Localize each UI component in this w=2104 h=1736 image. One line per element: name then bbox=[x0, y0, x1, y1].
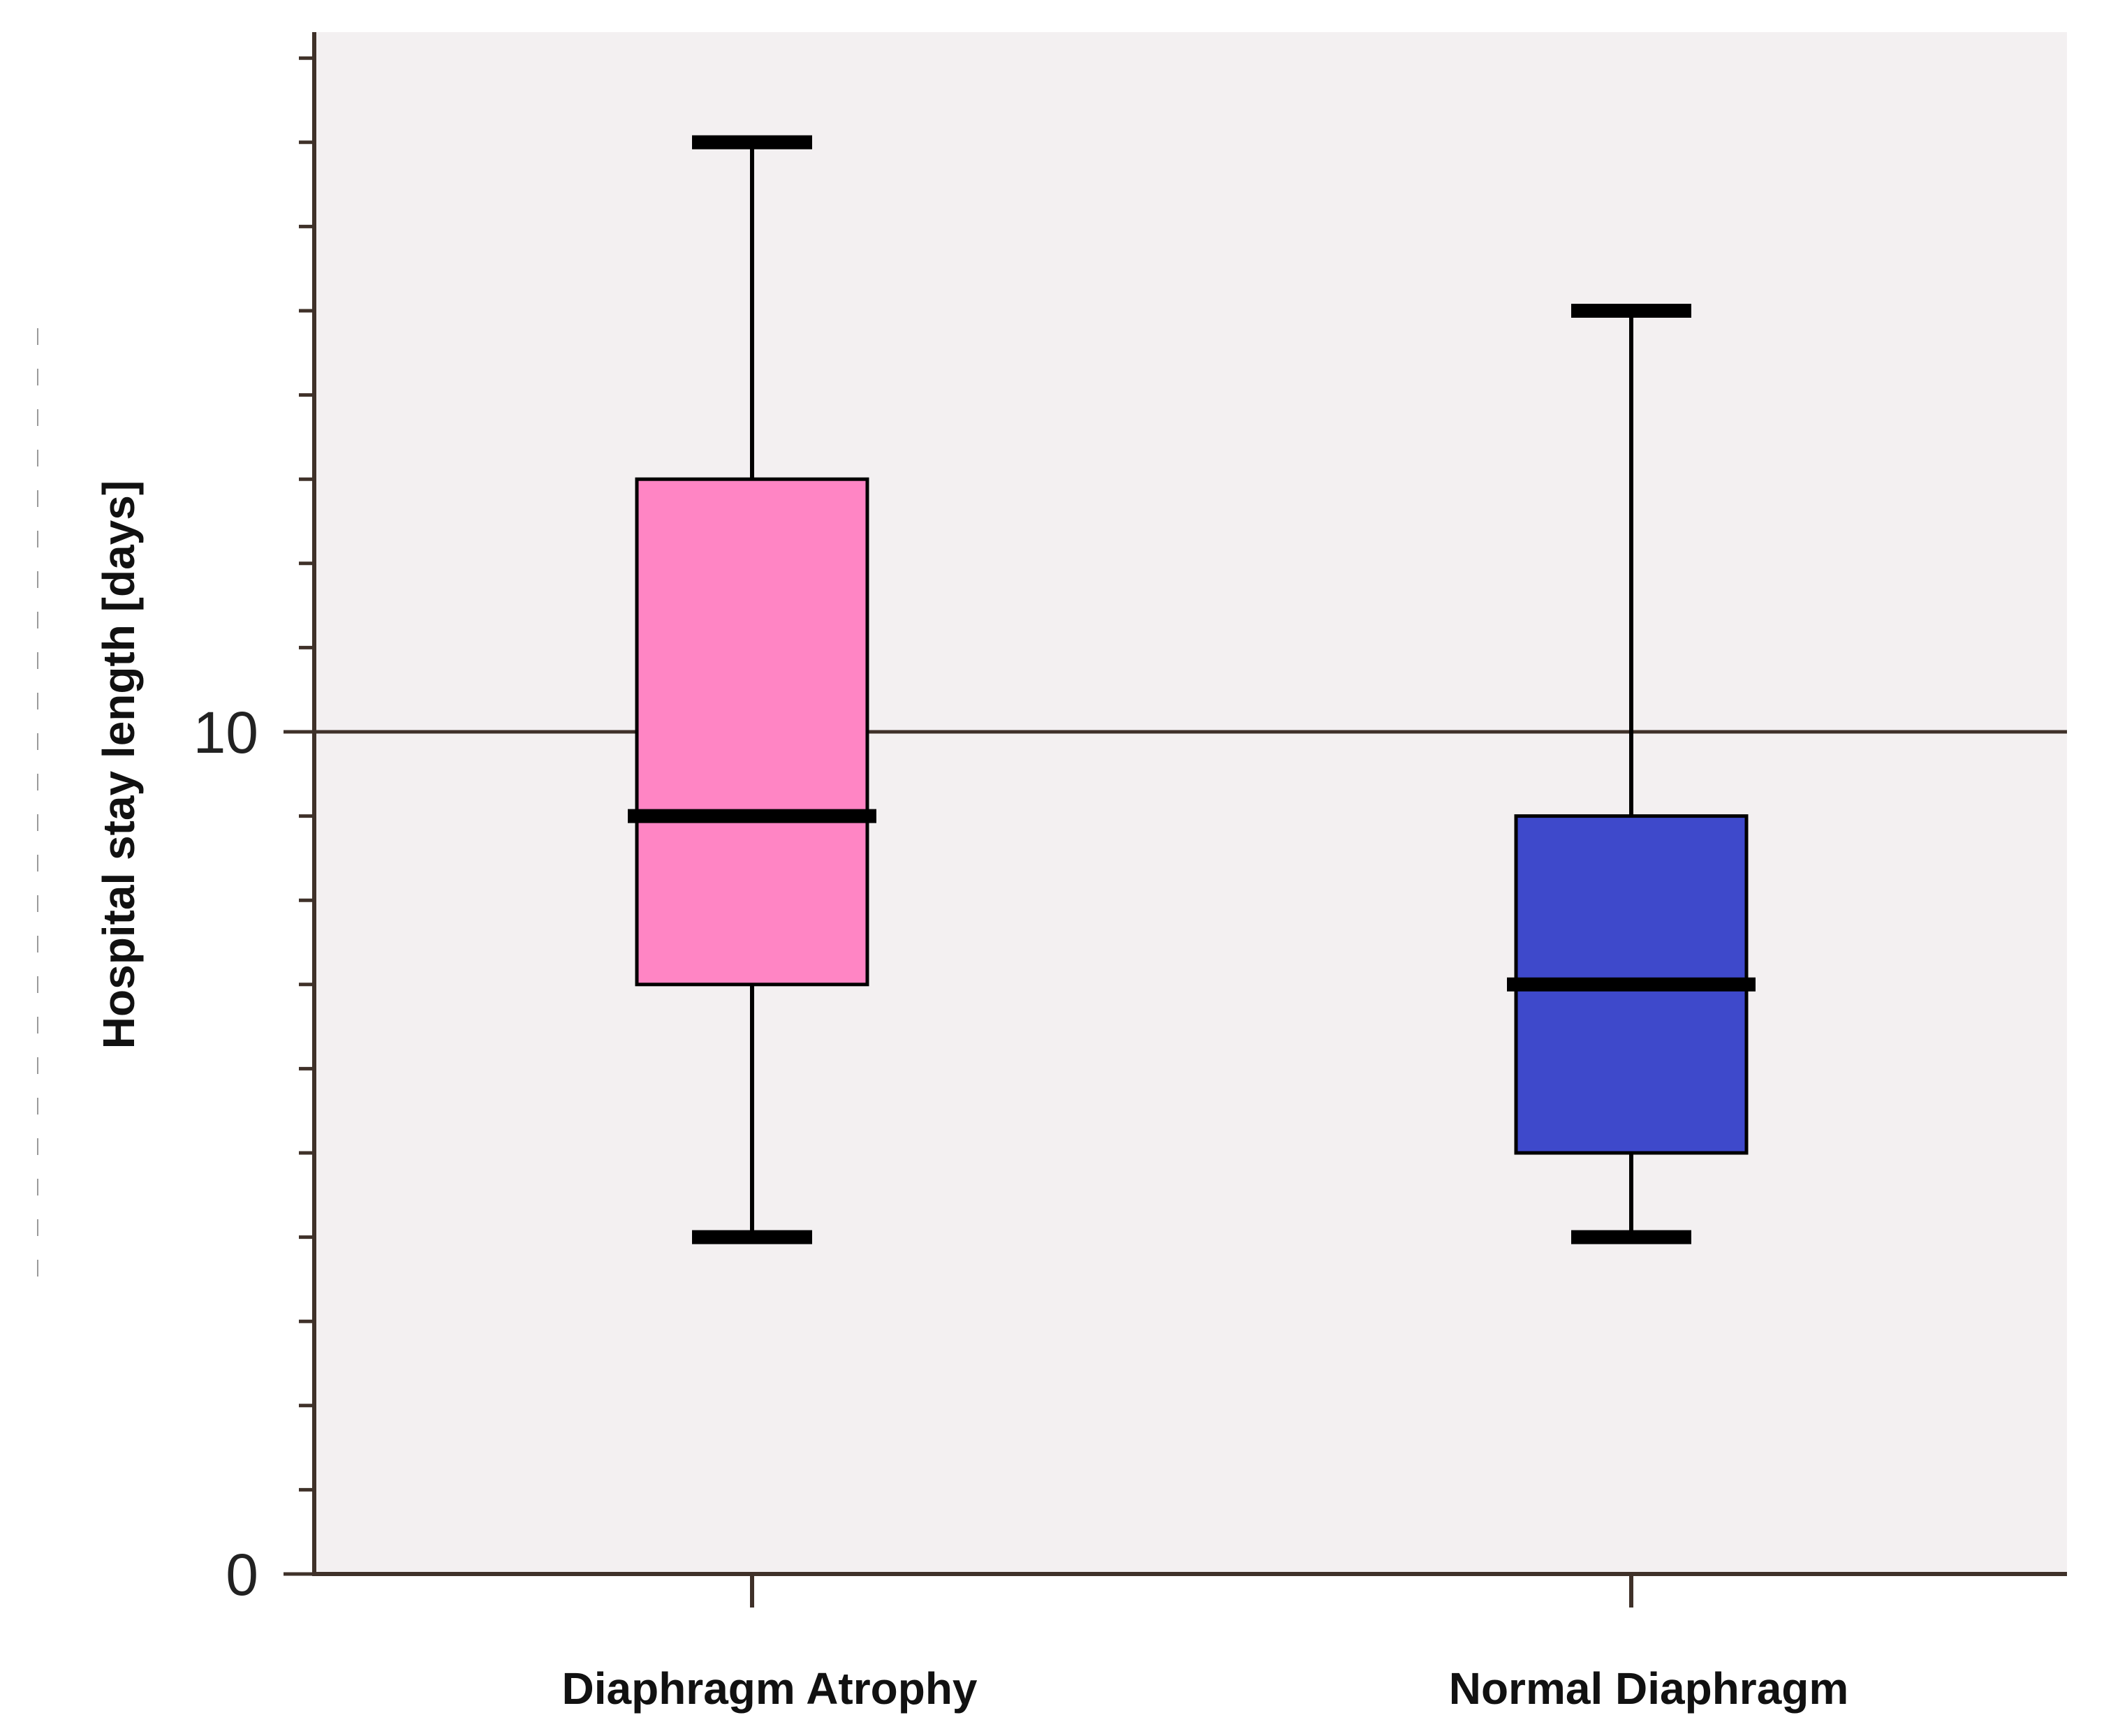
category-label: Normal Diaphragm bbox=[1449, 1663, 1849, 1714]
box-group-1 bbox=[628, 135, 876, 1244]
plot-area bbox=[314, 32, 2067, 1574]
boxes bbox=[628, 135, 1756, 1244]
axes bbox=[312, 32, 2067, 1576]
category-label: Diaphragm Atrophy bbox=[562, 1663, 978, 1714]
labels: 0 10 Diaphragm Atrophy Normal Diaphragm bbox=[193, 700, 1849, 1714]
x-ticks bbox=[750, 1574, 1633, 1608]
y-axis-title: Hospital stay length [days] bbox=[94, 480, 144, 1049]
iqr-box bbox=[635, 477, 869, 987]
y-tick-label: 10 bbox=[193, 700, 258, 765]
y-tick-label: 0 bbox=[226, 1542, 258, 1608]
y-ticks bbox=[284, 56, 314, 1576]
box-group-2 bbox=[1507, 304, 1756, 1244]
